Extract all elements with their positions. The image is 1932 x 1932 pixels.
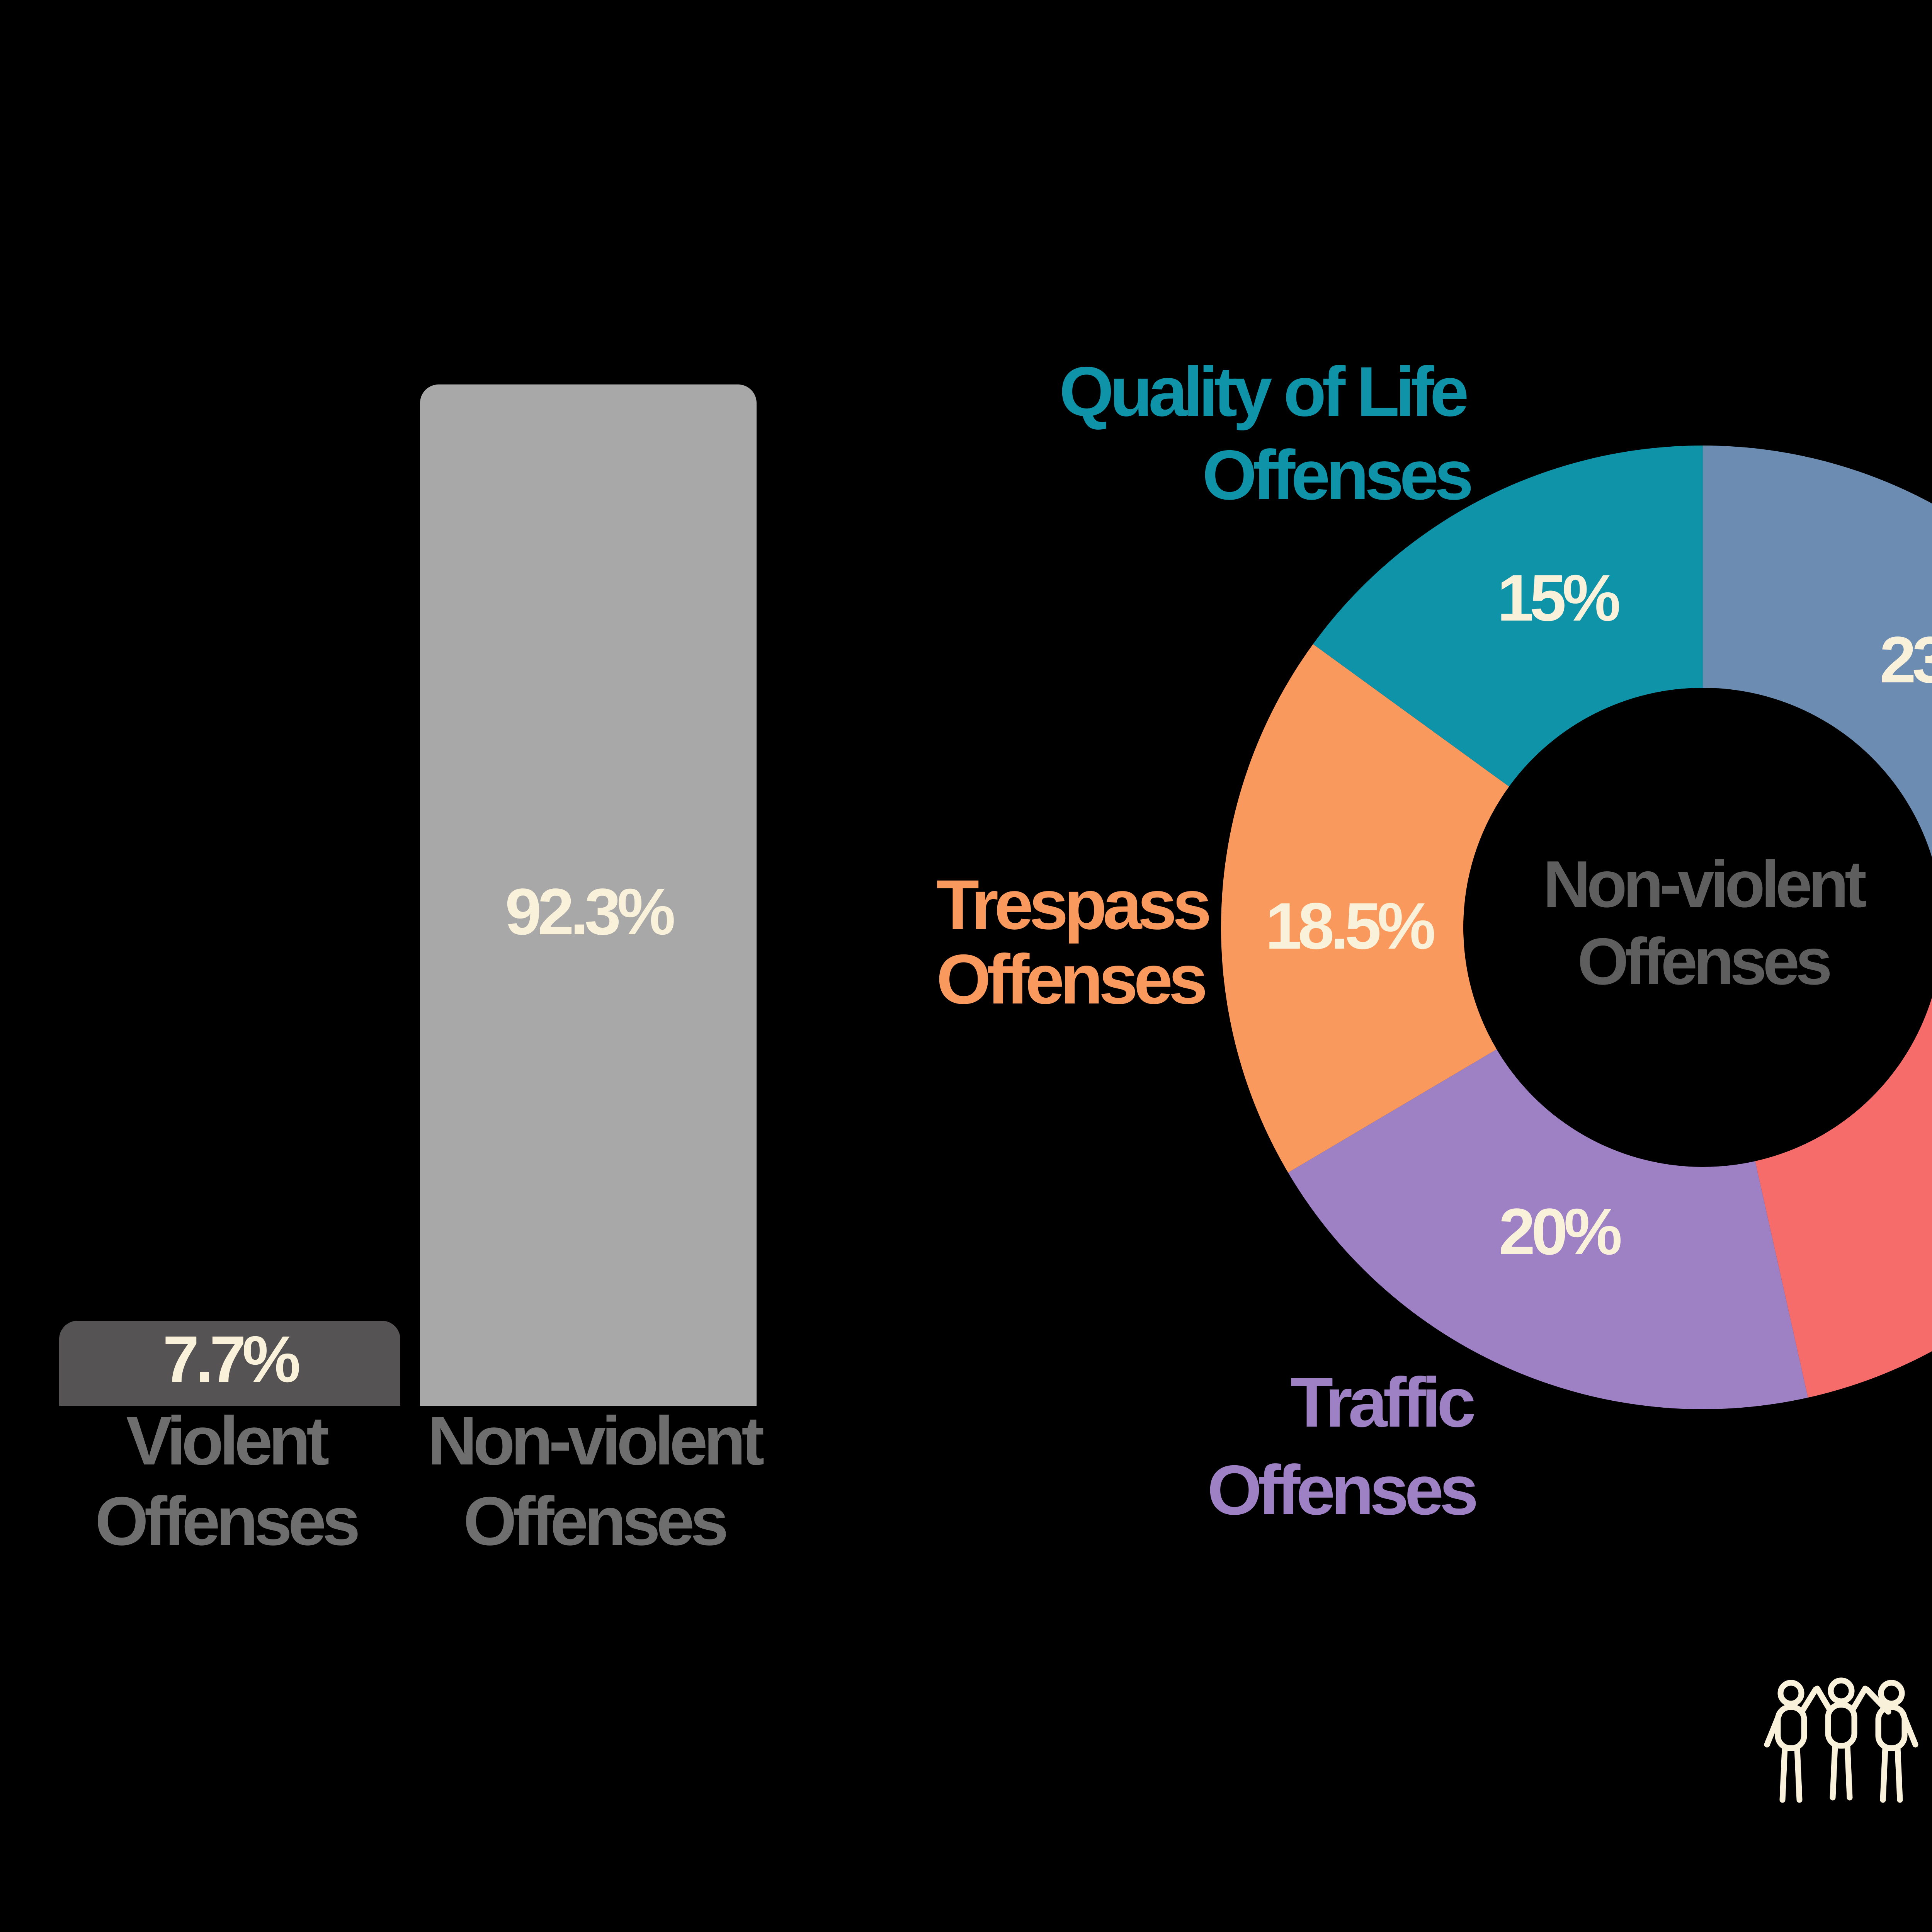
donut-center-label: Offenses (1577, 925, 1832, 999)
bar-category-label: Violent (126, 1402, 329, 1480)
donut-percentage-label: 18.5% (1265, 889, 1436, 963)
bar-category-label: Offenses (463, 1483, 729, 1560)
bar-value-label: 92.3% (505, 875, 675, 949)
segment-label-traffic-offenses: Offenses (1207, 1450, 1478, 1529)
segment-label-trespass-offenses: Trespass (936, 865, 1212, 944)
donut-segment-quality-of-life-offenses (1313, 446, 1703, 787)
bar-category-label: Non-violent (427, 1402, 764, 1480)
people-group-icon (1762, 1677, 1928, 1812)
segment-label-quality-of-life-offenses: Offenses (1202, 435, 1473, 514)
bar-violent-offenses (59, 1320, 400, 1406)
donut-segment-theft-offenses (1703, 446, 1932, 858)
donut-center-label: Non-violent (1543, 847, 1867, 922)
donut-segments (1221, 446, 1932, 1410)
segment-label-quality-of-life-offenses: Quality of Life (1059, 352, 1469, 431)
segment-label-trespass-offenses: Offenses (936, 939, 1208, 1019)
donut-segment-other-offenses (1755, 997, 1932, 1398)
donut-percentage-label: 15% (1497, 561, 1621, 635)
donut-segment-trespass-offenses (1221, 644, 1509, 1173)
donut-segment-traffic-offenses (1288, 1049, 1808, 1410)
donut-percentage-label: 23.5% (1879, 623, 1932, 697)
bar-non-violent-offenses (420, 384, 757, 1406)
bar-category-label: Offenses (95, 1483, 361, 1560)
segment-label-traffic-offenses: Traffic (1290, 1362, 1476, 1442)
donut-percentage-label: 20% (1498, 1195, 1622, 1269)
bar-value-label: 7.7% (163, 1322, 301, 1396)
